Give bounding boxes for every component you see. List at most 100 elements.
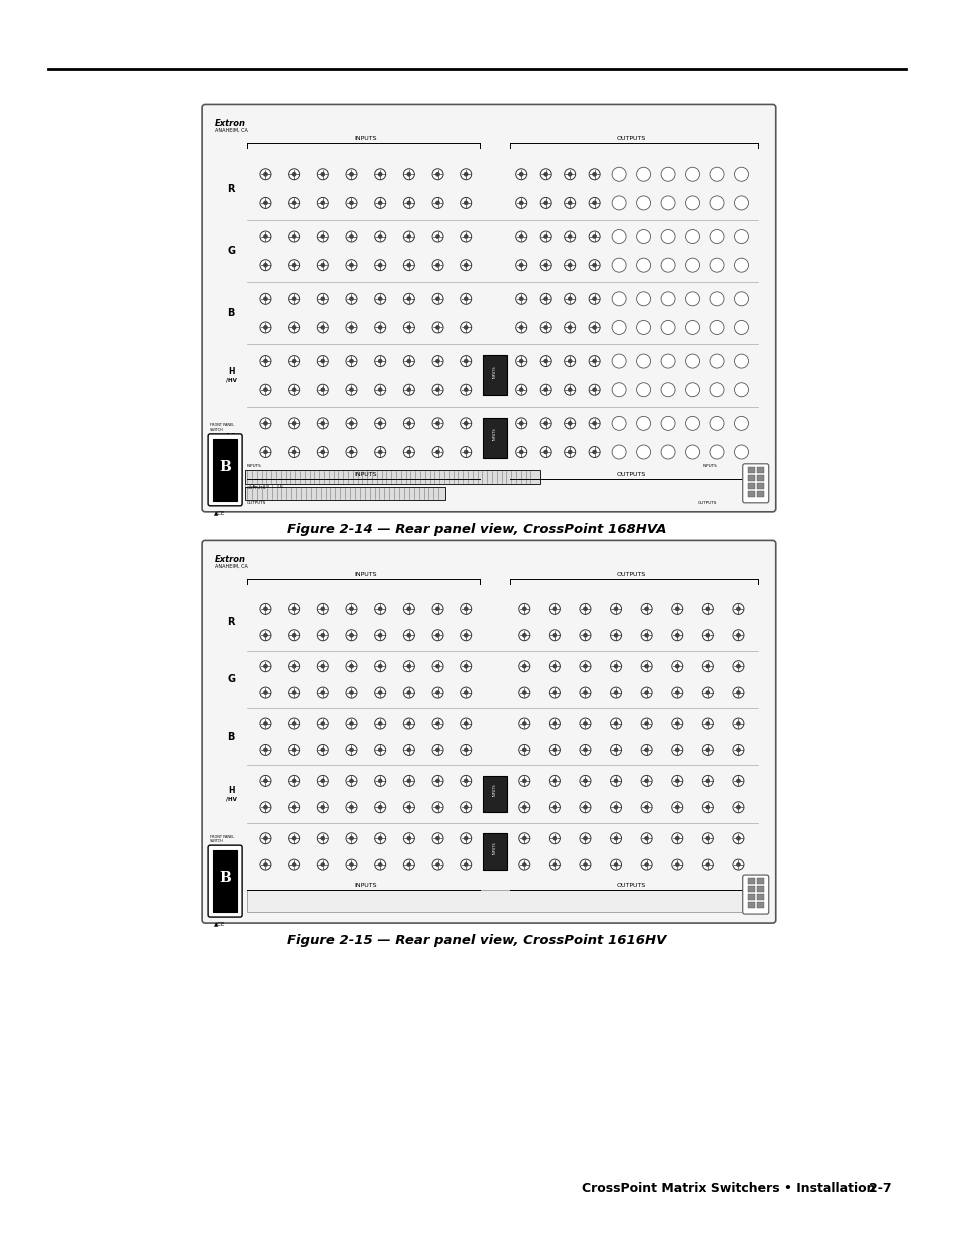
Circle shape bbox=[460, 293, 471, 304]
Circle shape bbox=[320, 634, 324, 637]
Circle shape bbox=[292, 359, 295, 363]
Circle shape bbox=[636, 230, 650, 243]
Text: OUTPUTS: OUTPUTS bbox=[247, 501, 266, 505]
Circle shape bbox=[464, 421, 468, 425]
Circle shape bbox=[671, 832, 682, 844]
Circle shape bbox=[320, 235, 324, 238]
Circle shape bbox=[734, 354, 748, 368]
Circle shape bbox=[640, 745, 652, 756]
Circle shape bbox=[568, 296, 572, 301]
Circle shape bbox=[732, 661, 743, 672]
Circle shape bbox=[377, 450, 382, 454]
Circle shape bbox=[406, 388, 411, 391]
Circle shape bbox=[464, 359, 468, 363]
Circle shape bbox=[317, 745, 328, 756]
Circle shape bbox=[377, 172, 382, 177]
Circle shape bbox=[464, 172, 468, 177]
Circle shape bbox=[289, 661, 299, 672]
Circle shape bbox=[377, 836, 382, 840]
Text: G: G bbox=[227, 674, 234, 684]
Circle shape bbox=[612, 196, 625, 210]
Circle shape bbox=[640, 661, 652, 672]
Circle shape bbox=[406, 263, 411, 267]
Circle shape bbox=[553, 664, 557, 668]
Circle shape bbox=[521, 664, 526, 668]
Circle shape bbox=[346, 630, 356, 641]
Circle shape bbox=[406, 779, 411, 783]
Circle shape bbox=[317, 661, 328, 672]
Text: INPUTS: INPUTS bbox=[493, 784, 497, 797]
Circle shape bbox=[553, 721, 557, 725]
Circle shape bbox=[521, 748, 526, 752]
Circle shape bbox=[403, 322, 414, 333]
Circle shape bbox=[732, 860, 743, 871]
Circle shape bbox=[736, 664, 740, 668]
Text: INPUTS: INPUTS bbox=[702, 464, 717, 468]
Circle shape bbox=[521, 721, 526, 725]
Circle shape bbox=[568, 201, 572, 205]
Circle shape bbox=[259, 322, 271, 333]
Circle shape bbox=[709, 354, 723, 368]
Circle shape bbox=[289, 776, 299, 787]
Circle shape bbox=[549, 860, 559, 871]
Circle shape bbox=[432, 293, 442, 304]
Circle shape bbox=[377, 805, 382, 809]
Circle shape bbox=[263, 388, 267, 391]
Circle shape bbox=[705, 634, 709, 637]
Bar bbox=[247, 890, 757, 913]
Circle shape bbox=[644, 748, 648, 752]
Circle shape bbox=[734, 196, 748, 210]
Circle shape bbox=[564, 356, 575, 367]
Circle shape bbox=[346, 417, 356, 429]
Circle shape bbox=[263, 836, 267, 840]
Circle shape bbox=[403, 356, 414, 367]
Circle shape bbox=[612, 258, 625, 272]
Circle shape bbox=[516, 447, 526, 457]
Circle shape bbox=[349, 296, 354, 301]
Text: FRONT PANEL
SWITCH: FRONT PANEL SWITCH bbox=[210, 835, 234, 844]
Circle shape bbox=[583, 690, 587, 694]
Circle shape bbox=[518, 326, 522, 330]
Circle shape bbox=[432, 687, 442, 698]
Circle shape bbox=[460, 322, 471, 333]
Circle shape bbox=[521, 634, 526, 637]
Circle shape bbox=[539, 169, 551, 180]
Circle shape bbox=[349, 326, 354, 330]
Circle shape bbox=[317, 356, 328, 367]
Circle shape bbox=[685, 416, 699, 430]
Bar bbox=[747, 878, 754, 884]
Circle shape bbox=[259, 231, 271, 242]
Circle shape bbox=[460, 745, 471, 756]
Circle shape bbox=[377, 326, 382, 330]
Circle shape bbox=[592, 388, 596, 391]
Circle shape bbox=[263, 805, 267, 809]
Circle shape bbox=[579, 604, 590, 614]
Circle shape bbox=[432, 259, 442, 270]
Circle shape bbox=[346, 447, 356, 457]
Circle shape bbox=[346, 293, 356, 304]
Circle shape bbox=[263, 450, 267, 454]
Circle shape bbox=[349, 779, 354, 783]
Text: ANAHEIM, CA: ANAHEIM, CA bbox=[214, 127, 248, 132]
Circle shape bbox=[592, 326, 596, 330]
Circle shape bbox=[543, 296, 547, 301]
Circle shape bbox=[436, 296, 439, 301]
Circle shape bbox=[685, 354, 699, 368]
Circle shape bbox=[464, 664, 468, 668]
Circle shape bbox=[460, 231, 471, 242]
Circle shape bbox=[317, 687, 328, 698]
Circle shape bbox=[259, 604, 271, 614]
Circle shape bbox=[292, 201, 295, 205]
Circle shape bbox=[375, 832, 385, 844]
Bar bbox=[245, 487, 445, 500]
Circle shape bbox=[518, 687, 529, 698]
Circle shape bbox=[289, 802, 299, 813]
Text: INPUTS: INPUTS bbox=[355, 136, 376, 142]
Circle shape bbox=[292, 721, 295, 725]
Circle shape bbox=[543, 359, 547, 363]
Circle shape bbox=[436, 606, 439, 611]
Circle shape bbox=[464, 634, 468, 637]
Circle shape bbox=[464, 805, 468, 809]
Text: Extron: Extron bbox=[214, 556, 246, 564]
Circle shape bbox=[349, 721, 354, 725]
